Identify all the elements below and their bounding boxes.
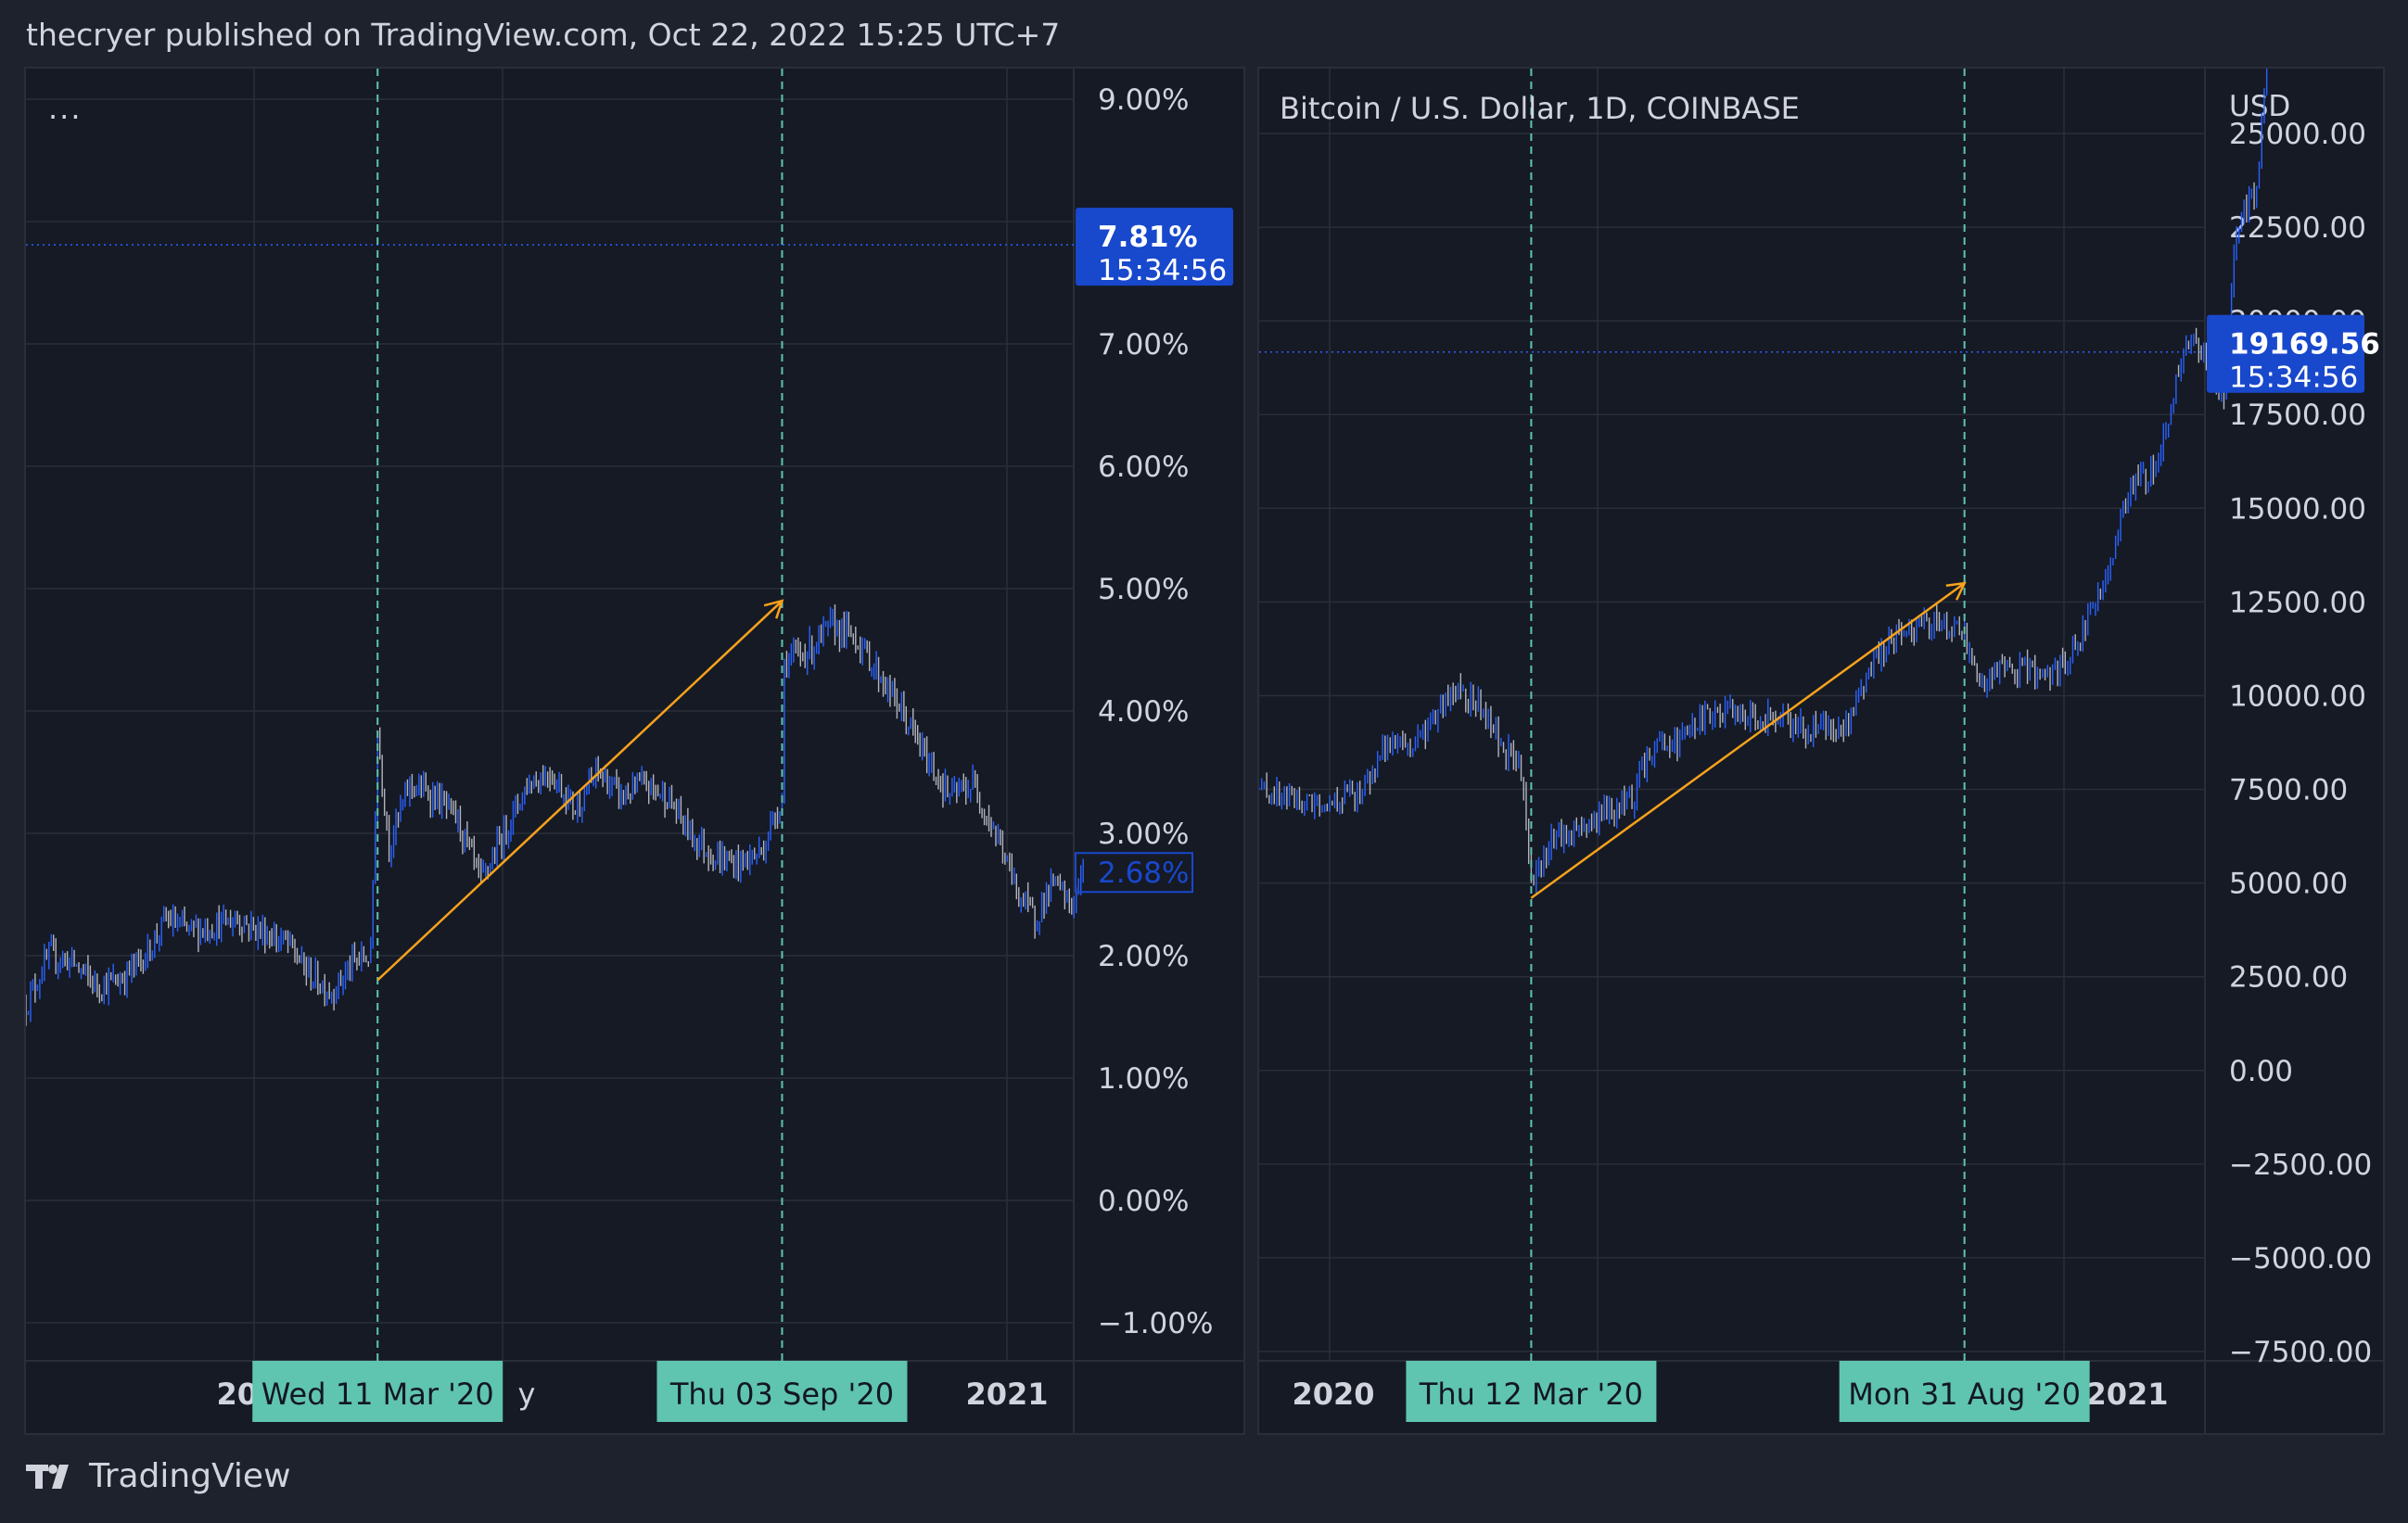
trend-arrow: [376, 600, 784, 982]
price-label-countdown: 15:34:56: [2229, 362, 2358, 395]
y-tick-label: 17500.00: [2229, 399, 2366, 432]
x-tick-label-partial: y: [518, 1377, 536, 1412]
y-tick-label: 3.00%: [1098, 818, 1189, 851]
y-tick-label: 2500.00: [2229, 961, 2348, 995]
y-tick-label: 6.00%: [1098, 451, 1189, 484]
date-marker-label-bg: [656, 1361, 908, 1422]
y-tick-label: 22500.00: [2229, 211, 2366, 245]
y-tick-label: 4.00%: [1098, 695, 1189, 729]
price-label-value: 7.81%: [1098, 221, 1198, 254]
bitcoin-chart[interactable]: 25000.0022500.0020000.0017500.0015000.00…: [1259, 69, 2385, 1435]
price-label-countdown: 15:34:56: [1098, 254, 1227, 287]
y-tick-label: 0.00%: [1098, 1185, 1189, 1218]
date-marker-label: Thu 12 Mar '20: [1419, 1377, 1643, 1412]
date-marker-label: Thu 03 Sep '20: [669, 1377, 894, 1412]
chart-menu-dots[interactable]: ...: [48, 91, 83, 126]
date-marker-label-bg: [1839, 1361, 2090, 1422]
y-tick-label: −1.00%: [1098, 1307, 1213, 1340]
price-label-bg: [2207, 314, 2364, 393]
y-tick-label: 2.00%: [1098, 940, 1189, 973]
yield-chart[interactable]: 9.00%8.00%7.00%6.00%5.00%4.00%3.00%2.00%…: [26, 69, 1245, 1435]
tradingview-logo-icon: [26, 1464, 69, 1489]
y-tick-label: 7500.00: [2229, 774, 2348, 807]
y-tick-label: −2.00%: [1098, 1429, 1213, 1435]
y-tick-label: 9.00%: [1098, 83, 1189, 117]
yield-chart-panel[interactable]: 9.00%8.00%7.00%6.00%5.00%4.00%3.00%2.00%…: [24, 67, 1245, 1435]
last-value-label: 2.68%: [1098, 857, 1189, 890]
y-tick-label: 5000.00: [2229, 868, 2348, 901]
y-tick-label: 5.00%: [1098, 573, 1189, 606]
price-label-value: 19169.56: [2229, 328, 2380, 362]
trend-arrow-head: [763, 599, 784, 619]
tradingview-logo[interactable]: TradingView: [26, 1457, 291, 1495]
price-label-bg: [1076, 208, 1233, 286]
y-tick-label: 0.00: [2229, 1055, 2293, 1088]
y-tick-label: −5000.00: [2229, 1242, 2372, 1276]
y-tick-label: 12500.00: [2229, 586, 2366, 619]
symbol-title: Bitcoin / U.S. Dollar, 1D, COINBASE: [1280, 91, 1800, 126]
y-tick-label: 10000.00: [2229, 679, 2366, 713]
trend-arrow-head: [1945, 581, 1967, 601]
x-tick-label: 2021: [965, 1377, 1048, 1412]
publish-header: thecryer published on TradingView.com, O…: [26, 17, 1061, 53]
bitcoin-chart-panel[interactable]: 25000.0022500.0020000.0017500.0015000.00…: [1257, 67, 2385, 1435]
date-marker-label: Mon 31 Aug '20: [1848, 1377, 2081, 1412]
y-tick-label: 1.00%: [1098, 1062, 1189, 1096]
y-tick-label: 15000.00: [2229, 492, 2366, 526]
footer-brand: TradingView: [89, 1457, 291, 1495]
y-tick-label: 7.00%: [1098, 328, 1189, 362]
date-marker-label: Wed 11 Mar '20: [261, 1377, 494, 1412]
currency-label: USD: [2229, 90, 2290, 123]
x-tick-label: 2021: [2085, 1377, 2168, 1412]
last-value-label-box: [1075, 852, 1193, 894]
x-tick-label: 2020: [1292, 1377, 1374, 1412]
trend-arrow: [1530, 582, 1966, 899]
y-tick-label: 25000.00: [2229, 118, 2366, 151]
y-tick-label: −2500.00: [2229, 1149, 2372, 1182]
date-marker-label-bg: [1406, 1361, 1657, 1422]
date-marker-label-bg: [252, 1361, 503, 1422]
y-tick-label: −7500.00: [2229, 1336, 2372, 1369]
